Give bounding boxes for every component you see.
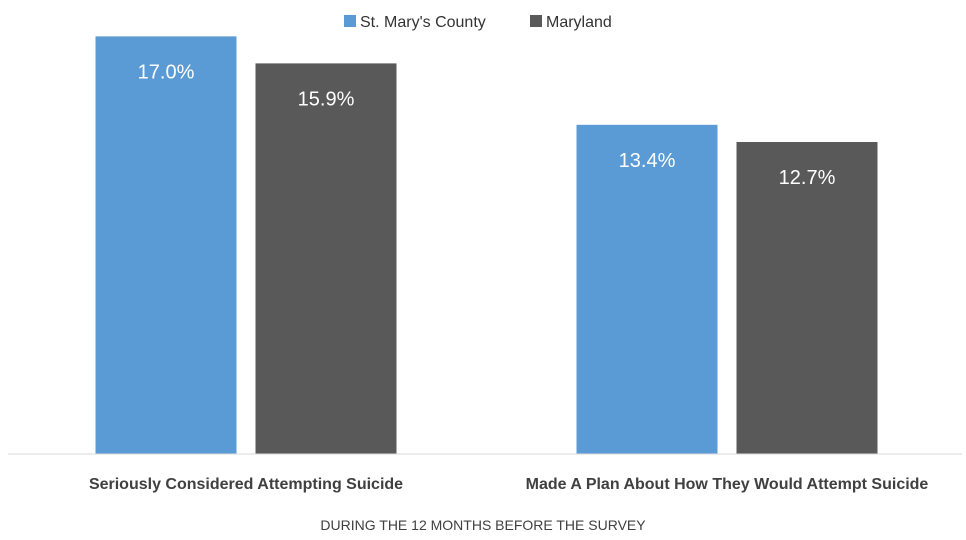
legend-swatch-st-marys [344,15,356,27]
category-label-seriously-considered: Seriously Considered Attempting Suicide [89,476,403,493]
value-label-maryland-made-a-plan: 12.7% [779,167,836,189]
bar-maryland-seriously-considered [255,63,397,454]
legend-label-maryland: Maryland [546,14,612,31]
value-label-maryland-seriously-considered: 15.9% [298,88,355,110]
value-label-st-marys-seriously-considered: 17.0% [138,61,195,83]
bar-st-marys-seriously-considered [95,36,237,455]
legend-swatch-maryland [530,15,542,27]
category-label-made-a-plan: Made A Plan About How They Would Attempt… [526,476,929,493]
x-axis-title: DURING THE 12 MONTHS BEFORE THE SURVEY [320,517,646,533]
bar-maryland-made-a-plan [736,142,878,454]
value-label-st-marys-made-a-plan: 13.4% [619,150,676,172]
legend: St. Mary's County Maryland [344,14,612,31]
legend-label-st-marys: St. Mary's County [360,14,486,31]
bars-group: 17.0% 15.9% 13.4% 12.7% [95,36,878,455]
bar-st-marys-made-a-plan [576,124,718,454]
